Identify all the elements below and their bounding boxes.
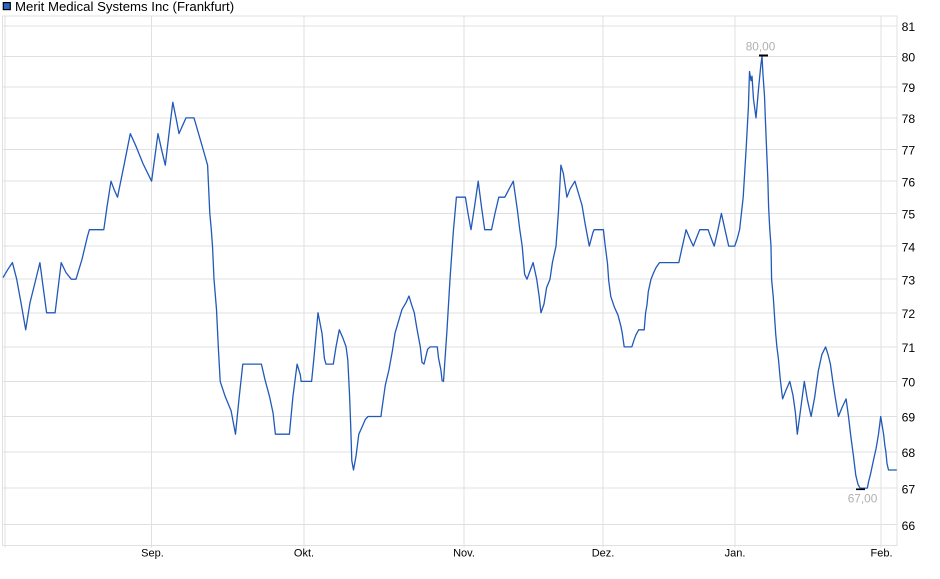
svg-text:Dez.: Dez. — [592, 548, 615, 560]
svg-text:75: 75 — [902, 208, 916, 222]
svg-text:74: 74 — [902, 240, 916, 254]
svg-text:76: 76 — [902, 175, 916, 189]
svg-text:66: 66 — [902, 519, 916, 533]
svg-text:69: 69 — [902, 411, 916, 425]
svg-text:Sep.: Sep. — [141, 548, 164, 560]
svg-text:70: 70 — [902, 376, 916, 390]
svg-text:73: 73 — [902, 273, 916, 287]
svg-text:72: 72 — [902, 307, 916, 321]
svg-text:Nov.: Nov. — [453, 548, 475, 560]
svg-text:Okt.: Okt. — [294, 548, 314, 560]
svg-text:77: 77 — [902, 144, 916, 158]
svg-text:80: 80 — [902, 51, 916, 65]
svg-text:80,00: 80,00 — [746, 40, 776, 54]
svg-text:78: 78 — [902, 112, 916, 126]
svg-text:67: 67 — [902, 482, 916, 496]
svg-text:71: 71 — [902, 341, 916, 355]
svg-text:Feb.: Feb. — [870, 548, 892, 560]
svg-text:81: 81 — [902, 20, 916, 34]
svg-text:Jan.: Jan. — [725, 548, 746, 560]
svg-text:68: 68 — [902, 446, 916, 460]
svg-text:67,00: 67,00 — [848, 492, 878, 506]
svg-text:Merit Medical Systems Inc (Fra: Merit Medical Systems Inc (Frankfurt) — [15, 0, 234, 14]
svg-text:79: 79 — [902, 81, 916, 95]
